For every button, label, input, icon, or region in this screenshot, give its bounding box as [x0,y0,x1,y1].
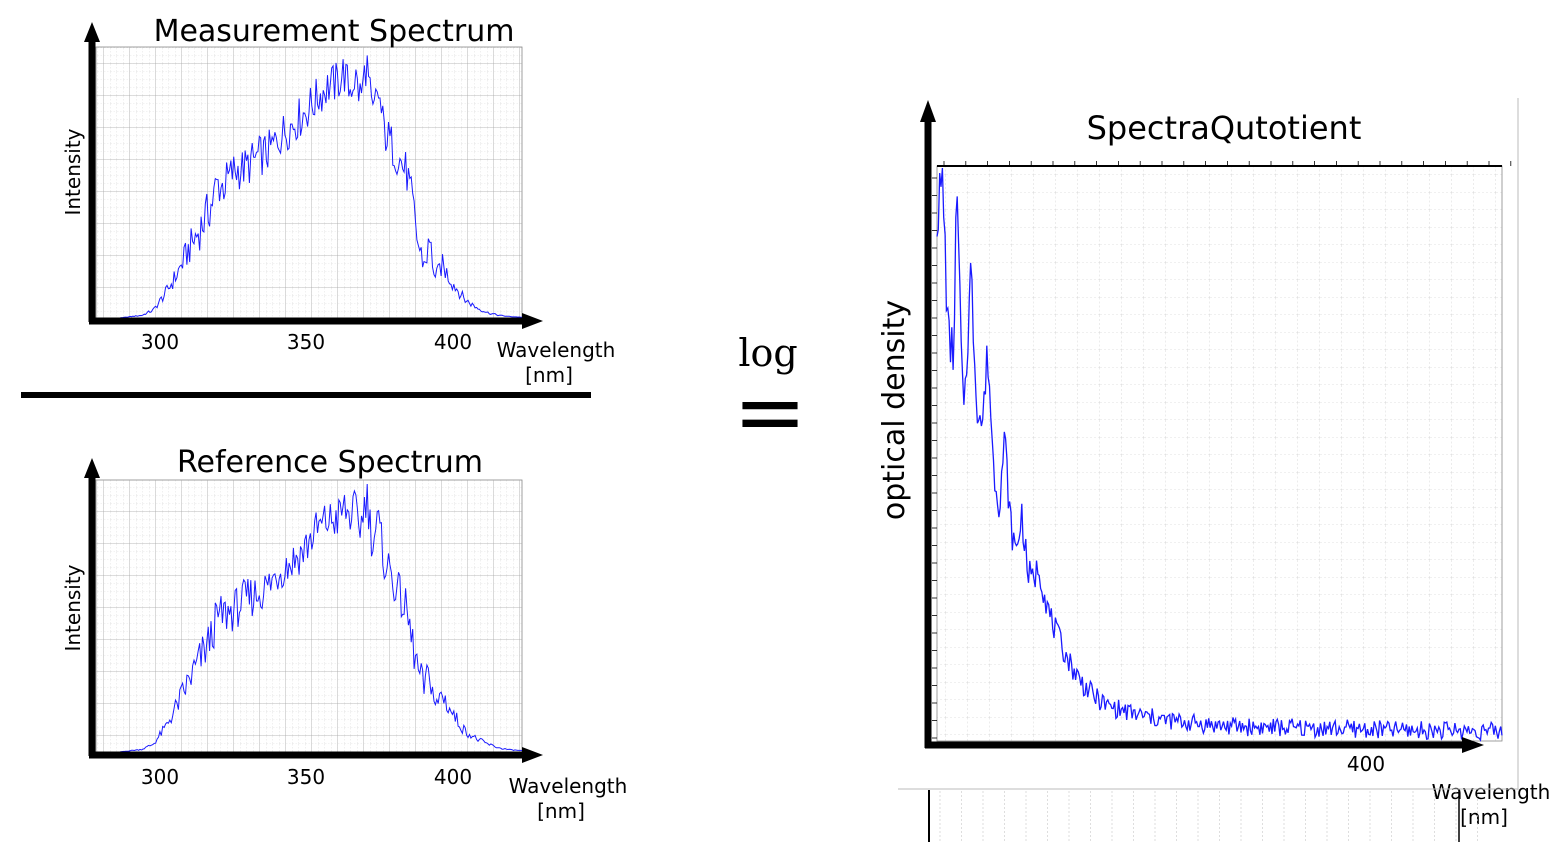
quotient-series-line [936,167,1503,742]
quotient-title: SpectraQutotient [1087,109,1362,147]
measurement-plot-major-grid [96,47,522,321]
measurement-title: Measurement Spectrum [154,14,515,49]
quotient-xlabel-line2: [nm] [1460,805,1508,829]
equals-sign: = [733,360,807,463]
quotient-lower-grid-group [939,791,1478,842]
reference-y-axis-arrowhead [84,458,100,478]
measurement-tick-350: 350 [287,330,325,354]
reference-plot-major-grid [96,480,522,754]
reference-tick-300: 300 [141,765,179,789]
measurement-xlabel-line1: Wavelength [497,338,616,362]
measurement-ylabel: Intensity [61,128,85,215]
measurement-tick-300: 300 [141,330,179,354]
reference-tick-350: 350 [287,765,325,789]
quotient-xlabel-line1: Wavelength [1432,780,1551,804]
measurement-x-axis-arrowhead [522,313,543,329]
quotient-top-tick-group [943,161,1512,166]
measurement-tick-400: 400 [434,330,472,354]
measurement-series-group [96,55,522,319]
m-series-line [96,55,522,319]
reference-series-group [96,483,523,753]
quotient-x-axis-arrowhead [1462,737,1484,753]
quotient-ylabel: optical density [877,300,912,520]
log-operator: log [738,331,797,375]
reference-tick-400: 400 [434,765,472,789]
quotient-series-group [936,167,1503,742]
reference-ylabel: Intensity [61,564,85,651]
reference-xlabel-line2: [nm] [537,799,585,823]
measurement-xlabel-line2: [nm] [525,363,573,387]
measurement-y-axis-arrowhead [84,22,100,42]
r-series-line [96,483,523,753]
measurement-chart: Measurement Spectrum Intensity 300 350 4… [61,14,615,387]
quotient-tick-400: 400 [1347,752,1385,776]
quotient-chart: SpectraQutotient optical density 400 Wav… [877,98,1550,842]
quotient-left-tick-group [932,177,937,739]
reference-title: Reference Spectrum [177,445,483,480]
reference-chart: Reference Spectrum Intensity 300 350 400… [61,445,627,823]
quotient-y-axis-arrowhead [920,100,936,122]
reference-xlabel-line1: Wavelength [509,774,628,798]
reference-x-axis-arrowhead [522,747,543,763]
quotient-plot-area [936,165,1503,742]
